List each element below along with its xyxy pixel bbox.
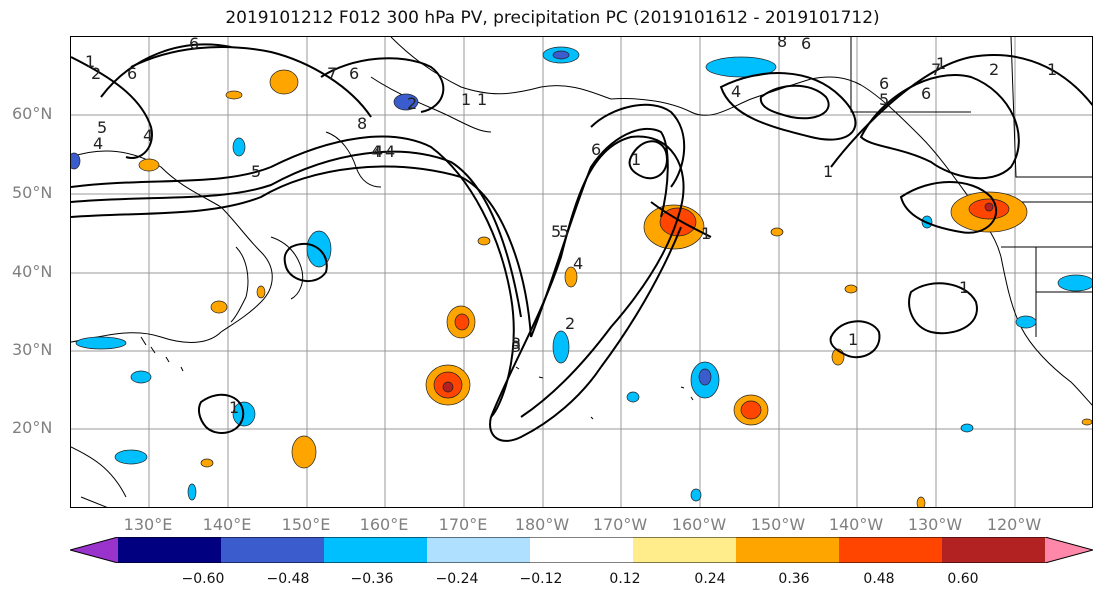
lon-label-150w: 150°W [750,515,806,534]
lat-label-50n: 50°N [12,183,53,202]
contour-label: 7 [327,64,337,83]
contour-label: 3 [511,334,521,353]
colorbar-tick: −0.36 [350,571,394,587]
contour-label: 6 [921,84,931,103]
colorbar-tick: −0.12 [519,571,563,587]
contour-label: 5 [551,222,561,241]
contour-label: 7 [931,60,941,79]
lat-label-30n: 30°N [12,340,53,359]
lat-label-60n: 60°N [12,104,53,123]
contour-label: 5 [251,162,261,181]
colorbar-segment [633,537,737,563]
map-panel: 6 6 4 5 4 2 1 7 6 5 8 4 1 1 4 2 6 1 3 6 … [70,36,1093,508]
colorbar-segment [221,537,325,563]
lon-label-160w: 160°W [671,515,727,534]
lon-label-160e: 160°E [359,515,409,534]
colorbar-segment [118,537,222,563]
colorbar-segment [427,537,531,563]
contour-label: 4 [143,126,153,145]
colorbar-segment [530,537,634,563]
contour-label: 2 [407,94,417,113]
colorbar-segment [324,537,428,563]
colorbar-tick: −0.24 [435,571,479,587]
lon-label-180w: 180°W [514,515,570,534]
colorbar-extend-high [1045,537,1093,563]
contour-label: 8 [357,114,367,133]
contour-label: 6 [801,37,811,53]
colorbar-tick: 0.36 [778,571,810,587]
contour-label: 1 [848,330,858,349]
contour-label: 4 [385,142,395,161]
contour-label: 6 [879,74,889,93]
contour-label: 2 [989,60,999,79]
lon-label-140e: 140°E [202,515,252,534]
contour-label: 1 [936,54,946,73]
contour-label-group: 6 6 4 5 4 2 1 7 6 5 8 4 1 1 4 2 6 1 3 6 … [85,37,1057,417]
lon-label-150e: 150°E [281,515,331,534]
colorbar-tick: 0.48 [863,571,895,587]
contour-label: 6 [127,64,137,83]
lon-label-140w: 140°W [828,515,884,534]
colorbar-tick: −0.60 [181,571,225,587]
colorbar-segments [70,537,1093,563]
contour-label: 1 [461,90,471,109]
lat-label-40n: 40°N [12,262,53,281]
contour-label: 4 [373,142,383,161]
pv-contours [71,43,1092,442]
lon-label-130e: 130°E [123,515,173,534]
colorbar-extend-low [70,537,118,563]
colorbar-tick: 0.24 [694,571,726,587]
lon-label-170e: 170°E [438,515,488,534]
contour-label: 6 [349,64,359,83]
contour-label: 5 [97,118,107,137]
colorbar-tick: 0.12 [609,571,641,587]
lon-label-120w: 120°W [986,515,1042,534]
contour-label: 6 [591,140,601,159]
contour-label: 6 [189,37,199,53]
contour-label: 4 [731,82,741,101]
colorbar [70,537,1093,563]
lon-label-170w: 170°W [592,515,648,534]
lon-label-130w: 130°W [907,515,963,534]
contour-label: 1 [1047,60,1057,79]
colorbar-segment [942,537,1046,563]
contour-label: 3 [511,337,521,356]
colorbar-segment [839,537,943,563]
map-canvas: 6 6 4 5 4 2 1 7 6 5 8 4 1 1 4 2 6 1 3 6 … [71,37,1092,507]
contour-label: 4 [371,142,381,161]
contour-label: 8 [777,37,787,51]
contour-label: 1 [823,162,833,181]
colorbar-segment [736,537,840,563]
lat-label-20n: 20°N [12,418,53,437]
contour-label: 1 [701,224,711,243]
contour-label: 1 [85,52,95,71]
graticule [71,37,1092,507]
precip-shading [71,46,1092,507]
contour-label: 1 [229,398,239,417]
colorbar-tick: 0.60 [947,571,979,587]
figure-title: 2019101212 F012 300 hPa PV, precipitatio… [225,8,880,28]
contour-label: 1 [477,90,487,109]
contour-label: 2 [565,314,575,333]
contour-label: 2 [91,64,101,83]
contour-label: 4 [93,134,103,153]
colorbar-tick: −0.48 [266,571,310,587]
contour-label: 1 [631,150,641,169]
contour-label: 4 [573,254,583,273]
contour-label: 1 [959,278,969,297]
contour-label: 5 [879,90,889,109]
contour-label: 5 [559,222,569,241]
